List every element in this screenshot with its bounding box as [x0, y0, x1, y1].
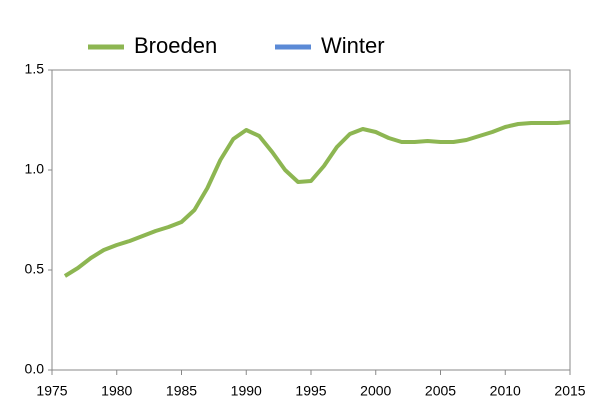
x-tick-label: 2010 [490, 383, 521, 399]
x-tick-label: 1985 [166, 383, 197, 399]
legend-label: Broeden [134, 33, 217, 58]
y-tick-label: 0.5 [25, 261, 45, 277]
y-tick-label: 1.0 [25, 161, 45, 177]
y-tick-label: 1.5 [25, 61, 45, 77]
x-tick-label: 1990 [231, 383, 262, 399]
x-tick-label: 1980 [101, 383, 132, 399]
x-tick-label: 2005 [425, 383, 456, 399]
y-tick-label: 0.0 [25, 361, 45, 377]
legend-label: Winter [321, 33, 385, 58]
plot-frame [51, 69, 571, 371]
data-line [63, 120, 571, 278]
x-tick-label: 2000 [360, 383, 391, 399]
x-tick-label: 1995 [295, 383, 326, 399]
x-tick-label: 2015 [554, 383, 585, 399]
x-tick-label: 1975 [36, 383, 67, 399]
